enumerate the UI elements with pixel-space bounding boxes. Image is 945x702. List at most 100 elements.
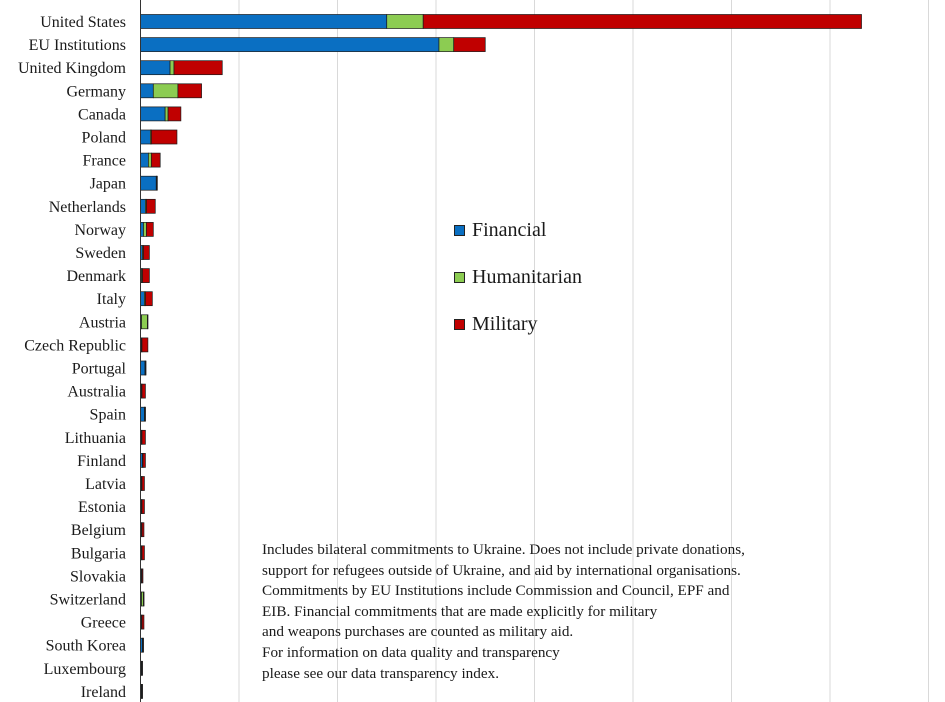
bar-segment-financial — [140, 360, 146, 376]
bar-segment-military — [141, 568, 144, 584]
bar-segment-military — [141, 614, 145, 630]
legend-swatch-humanitarian — [454, 271, 465, 283]
legend-label-humanitarian: Humanitarian — [472, 265, 582, 288]
bar-segment-financial — [140, 106, 166, 122]
bar-segment-financial — [140, 37, 440, 52]
bar-segment-humanitarian — [143, 222, 147, 237]
bar-segment-financial — [140, 406, 145, 422]
bar-segment-humanitarian — [152, 83, 179, 99]
bar-segment-humanitarian — [141, 314, 148, 330]
bar-segment-military — [453, 37, 486, 52]
bar-segment-financial — [140, 291, 145, 307]
bar-segment-military — [141, 545, 145, 561]
bar-segment-financial — [140, 83, 154, 99]
note-line: and weapons purchases are counted as mil… — [262, 623, 574, 641]
legend-item-military: Military — [454, 312, 582, 336]
bar-segment-financial — [140, 14, 388, 29]
category-label: Slovakia — [70, 568, 126, 585]
note-line: please see our data transparency index. — [262, 664, 499, 682]
category-label: Lithuania — [65, 430, 126, 447]
bar-segment-military — [141, 383, 146, 399]
category-labels: United States EU Institutions United Kingd… — [18, 14, 127, 701]
bar-segment-military — [142, 453, 146, 468]
category-label: Italy — [97, 291, 126, 308]
category-label: Canada — [78, 106, 126, 123]
category-label: United Kingdom — [18, 60, 127, 77]
legend-label-financial: Financial — [472, 218, 547, 241]
category-label: Netherlands — [49, 199, 126, 216]
category-label: Bulgaria — [71, 545, 126, 562]
grid-layer — [238, 0, 929, 702]
legend-swatch-financial — [454, 224, 465, 236]
bar-segment-military — [146, 222, 154, 237]
note-line: support for refugees outside of Ukraine,… — [262, 561, 741, 579]
note-line: Includes bilateral commitments to Ukrain… — [262, 541, 745, 558]
category-label: Czech Republic — [24, 337, 126, 354]
category-label: Estonia — [78, 499, 126, 516]
bar-segment-military — [141, 429, 146, 445]
category-label: Norway — [74, 222, 126, 239]
bar-segment-military — [156, 175, 158, 191]
bar-segment-military — [145, 291, 153, 307]
note-line: For information on data quality and tran… — [262, 643, 560, 661]
bar-segment-military — [143, 591, 145, 607]
category-label: Spain — [90, 407, 126, 424]
category-label: Germany — [66, 83, 126, 100]
category-label: Sweden — [75, 245, 126, 262]
bar-segment-financial — [140, 60, 171, 76]
bar-segment-military — [141, 660, 143, 676]
bar-segment-military — [147, 314, 149, 330]
bar-segment-military — [141, 499, 145, 514]
bar-segment-military — [142, 268, 150, 283]
bar-segment-financial — [140, 129, 151, 145]
bar-segment-humanitarian — [148, 152, 152, 168]
category-label: Switzerland — [50, 592, 126, 609]
bar-segment-military — [167, 106, 182, 122]
category-label: South Korea — [46, 638, 126, 655]
bar-segment-humanitarian — [386, 14, 424, 29]
legend-item-financial: Financial — [454, 218, 582, 242]
bar-segment-humanitarian — [169, 60, 175, 76]
category-label: Belgium — [71, 522, 127, 539]
category-label: Denmark — [66, 268, 126, 285]
bar-segment-military — [141, 684, 143, 699]
methodology-note: Includes bilateral commitments to Ukrain… — [262, 540, 862, 684]
bar-segment-military — [141, 522, 145, 538]
category-label: Finland — [77, 453, 126, 470]
note-line: EIB. Financial commitments that are made… — [262, 602, 658, 620]
category-label: Portugal — [72, 361, 127, 378]
bar-segment-humanitarian — [438, 37, 455, 52]
bar-segment-military — [145, 360, 147, 376]
category-label: Latvia — [85, 476, 126, 493]
bar-segment-military — [173, 60, 223, 76]
bar-segment-military — [422, 14, 862, 29]
category-label: Australia — [67, 384, 126, 401]
bar-segment-humanitarian — [164, 106, 169, 122]
bar-segment-military — [150, 152, 161, 168]
legend: Financial Humanitarian Military — [454, 218, 582, 359]
legend-swatch-military — [454, 318, 465, 330]
category-label: Poland — [82, 130, 126, 147]
category-label: France — [82, 153, 126, 170]
category-label: Ireland — [81, 684, 126, 701]
bar-segment-military — [143, 245, 150, 260]
bar-segment-military — [177, 83, 202, 99]
category-label: United States — [40, 14, 126, 31]
legend-label-military: Military — [472, 312, 538, 335]
bar-segment-financial — [140, 152, 149, 168]
bar-segment-military — [142, 637, 144, 653]
category-label: Austria — [79, 314, 126, 331]
bar-segment-military — [146, 198, 156, 214]
category-label: Japan — [90, 176, 126, 193]
category-label: EU Institutions — [29, 37, 126, 54]
bar-segment-military — [141, 476, 145, 491]
bar-segment-financial — [140, 175, 157, 191]
note-line: Commitments by EU Institutions include C… — [262, 582, 730, 600]
bar-segment-financial — [140, 198, 146, 214]
bar-segment-military — [144, 406, 146, 422]
category-label: Luxembourg — [44, 661, 126, 678]
bar-segment-military — [141, 337, 149, 353]
category-label: Greece — [81, 615, 126, 632]
